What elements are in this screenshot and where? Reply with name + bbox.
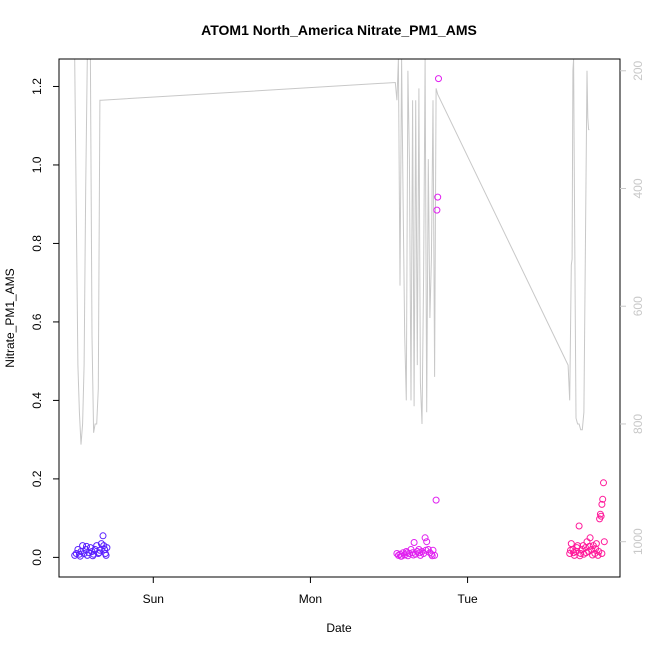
data-point [435,75,442,83]
data-point [573,544,581,552]
right-y-tick-label: 600 [631,296,645,316]
data-point [599,495,607,503]
right-y-tick-label: 800 [631,414,645,434]
data-point [421,534,429,542]
data-point [570,549,578,557]
data-point [99,532,107,540]
y-axis-label: Nitrate_PM1_AMS [3,268,17,367]
data-point [397,552,405,560]
data-point [401,551,409,559]
chart-title: ATOM1 North_America Nitrate_PM1_AMS [201,22,477,38]
x-tick-label: Mon [299,592,322,606]
data-point [422,546,430,554]
data-point [586,534,594,542]
data-point [433,206,441,214]
data-point [598,500,606,508]
data-point [582,549,590,557]
data-point [416,549,424,557]
axes: 0.0 0.2 0.4 0.6 0.8 1.0 1.2 Sun Mon Tue 200 400 600 8… [30,60,645,606]
data-point [409,551,417,559]
data-point [428,552,436,560]
data-point [403,549,411,557]
data-point [589,551,596,559]
data-point [76,552,84,560]
x-tick-label: Sun [143,592,164,606]
data-point [410,539,418,546]
y-tick-label: 1.2 [30,78,44,95]
pressure-line [74,58,590,445]
data-point [100,542,108,550]
data-point [600,479,607,487]
right-y-tick-label: 1000 [631,528,645,555]
data-point [434,193,442,201]
data-point [101,550,109,557]
y-tick-label: 0.0 [30,549,44,566]
data-point [432,496,440,504]
data-point [575,522,583,530]
data-point [86,544,94,552]
y-tick-label: 0.4 [30,392,44,409]
plot-area [71,58,608,560]
y-tick-label: 0.6 [30,313,44,330]
data-point [597,512,605,520]
right-y-tick-label: 200 [631,60,645,80]
plot-frame [58,58,621,578]
right-y-tick-label: 400 [631,178,645,198]
data-point [83,542,90,550]
data-point [431,551,439,559]
data-point [592,540,600,548]
y-tick-label: 0.2 [30,470,44,487]
x-axis-label: Date [326,621,352,635]
data-point [600,538,608,546]
data-point [585,542,593,550]
data-point [598,550,606,557]
data-point [576,552,584,560]
data-point [89,552,97,560]
data-point [567,540,575,548]
y-tick-label: 0.8 [30,235,44,252]
x-tick-label: Tue [457,592,478,606]
y-tick-label: 1.0 [30,156,44,173]
data-point [93,542,101,550]
data-point [423,538,431,546]
